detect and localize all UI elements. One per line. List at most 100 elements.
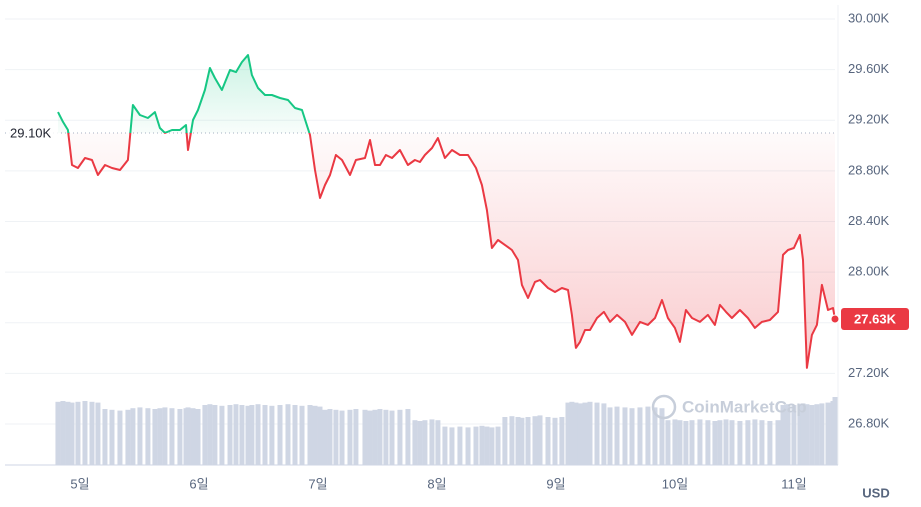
y-tick-label: 28.80K	[848, 162, 890, 177]
volume-bar	[712, 421, 718, 465]
volume-bar	[465, 427, 471, 465]
volume-bar	[292, 405, 298, 465]
volume-bar	[55, 401, 61, 465]
volume-bar	[89, 401, 95, 465]
volume-bar	[285, 404, 291, 465]
volume-bar	[157, 408, 163, 465]
volume-bar	[484, 426, 490, 465]
volume-bar	[422, 420, 428, 465]
volume-bar	[233, 404, 239, 465]
volume-bar	[69, 402, 75, 465]
volume-bar	[65, 401, 71, 465]
last-price-pill	[841, 307, 909, 330]
volume-bar	[759, 420, 765, 465]
volume-bar	[780, 405, 786, 465]
y-tick-label: 29.60K	[848, 61, 890, 76]
price-line	[57, 54, 836, 369]
y-tick-label: 30.00K	[848, 10, 890, 25]
x-tick-label: 5일	[70, 476, 89, 491]
volume-bar	[594, 402, 600, 465]
volume-bar	[383, 409, 389, 465]
volume-bar	[791, 405, 797, 465]
volume-bar	[677, 420, 683, 465]
volume-bar	[372, 409, 378, 465]
volume-bar	[489, 427, 495, 465]
volume-bar	[495, 426, 501, 465]
volume-bar	[82, 401, 88, 465]
volume-bar	[109, 409, 115, 465]
volume-bar	[169, 408, 175, 465]
volume-bar	[317, 406, 323, 465]
volume-bar	[362, 409, 368, 465]
volume-bar	[587, 401, 593, 465]
volume-bar	[75, 401, 81, 465]
volume-bar	[565, 402, 571, 465]
volume-bar	[219, 405, 225, 465]
volume-bar	[389, 410, 395, 465]
volume-bar	[665, 420, 671, 465]
y-tick-label: 28.40K	[848, 213, 890, 228]
volume-bar	[435, 420, 441, 465]
volume-bar	[607, 407, 613, 465]
volume-bar	[162, 407, 168, 465]
volume-bar	[672, 419, 678, 465]
volume-bar	[152, 409, 158, 465]
volume-bar	[582, 402, 588, 465]
volume-bar	[195, 409, 201, 465]
volume-bar	[473, 426, 479, 465]
x-tick-label: 8일	[427, 476, 446, 491]
volume-bar	[479, 425, 485, 465]
last-price-label: 27.63K	[854, 311, 897, 326]
volume-bar	[277, 405, 283, 465]
volume-bar	[377, 409, 383, 465]
volume-bar	[525, 417, 531, 465]
labels: 26.80K27.20K27.60K28.00K28.40K28.80K29.2…	[8, 10, 909, 491]
currency: USD	[862, 485, 889, 500]
volume-bar	[245, 405, 251, 465]
volume-bar	[322, 409, 328, 465]
volume-bar	[614, 406, 620, 465]
volume-bar	[255, 404, 261, 465]
volume-bar	[569, 401, 575, 465]
volume-bar	[532, 416, 538, 465]
volume-bar	[629, 408, 635, 465]
area	[58, 55, 835, 368]
volume-bar	[429, 419, 435, 465]
volume-bar	[752, 419, 758, 465]
x-tick-label: 11일	[781, 476, 806, 491]
x-tick-label: 9일	[546, 476, 565, 491]
volume-bar	[207, 404, 213, 465]
volume-bar	[797, 404, 803, 465]
volume-bar	[800, 403, 806, 465]
volume-bar	[137, 407, 143, 465]
volume-bar	[449, 427, 455, 465]
volume-bar	[417, 421, 423, 465]
volume-bar	[509, 416, 515, 465]
volume-bar	[819, 403, 825, 465]
volume-bar	[177, 409, 183, 465]
volume-bar	[515, 417, 521, 465]
volume-bar	[809, 405, 815, 465]
volume-bar	[249, 405, 255, 465]
volume-bar	[60, 401, 66, 465]
volume-bar	[519, 417, 525, 465]
volume-bar	[457, 426, 463, 465]
volume-bar	[125, 409, 131, 465]
watermark-logo	[651, 394, 677, 420]
y-tick-label: 28.00K	[848, 264, 890, 279]
watermark: CoinMarketCap	[651, 394, 807, 420]
volume-bar	[737, 421, 743, 465]
volume-bar	[347, 409, 353, 465]
y-tick-label: 27.20K	[848, 365, 890, 380]
volume-bar	[622, 407, 628, 465]
volume-bar	[307, 405, 313, 465]
volume-bar	[723, 419, 729, 465]
last-point	[830, 314, 840, 324]
volume-bar	[814, 404, 820, 465]
volume	[55, 397, 838, 465]
volume-bar	[637, 407, 643, 465]
volume-bar	[717, 420, 723, 465]
volume-bar	[775, 420, 781, 465]
volume-bar	[95, 402, 101, 465]
